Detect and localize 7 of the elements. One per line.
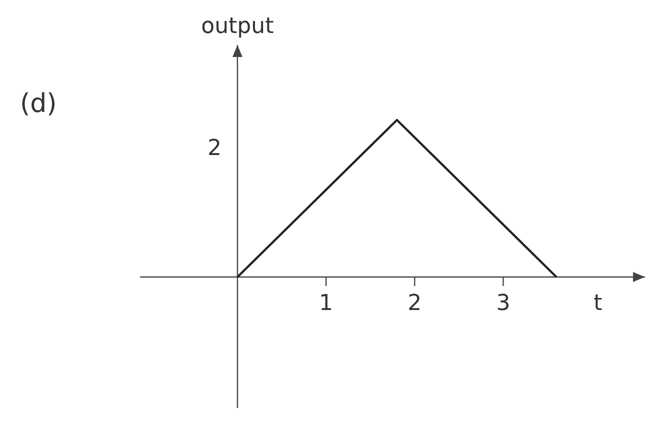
y-axis-title: output <box>201 14 274 39</box>
chart-title: (d) <box>20 89 57 119</box>
x-tick-label: 2 <box>408 291 422 316</box>
x-axis-title: t <box>594 291 603 316</box>
x-tick-label: 3 <box>496 291 510 316</box>
annotation: 2 <box>207 136 222 161</box>
x-tick-label: 1 <box>319 291 334 316</box>
